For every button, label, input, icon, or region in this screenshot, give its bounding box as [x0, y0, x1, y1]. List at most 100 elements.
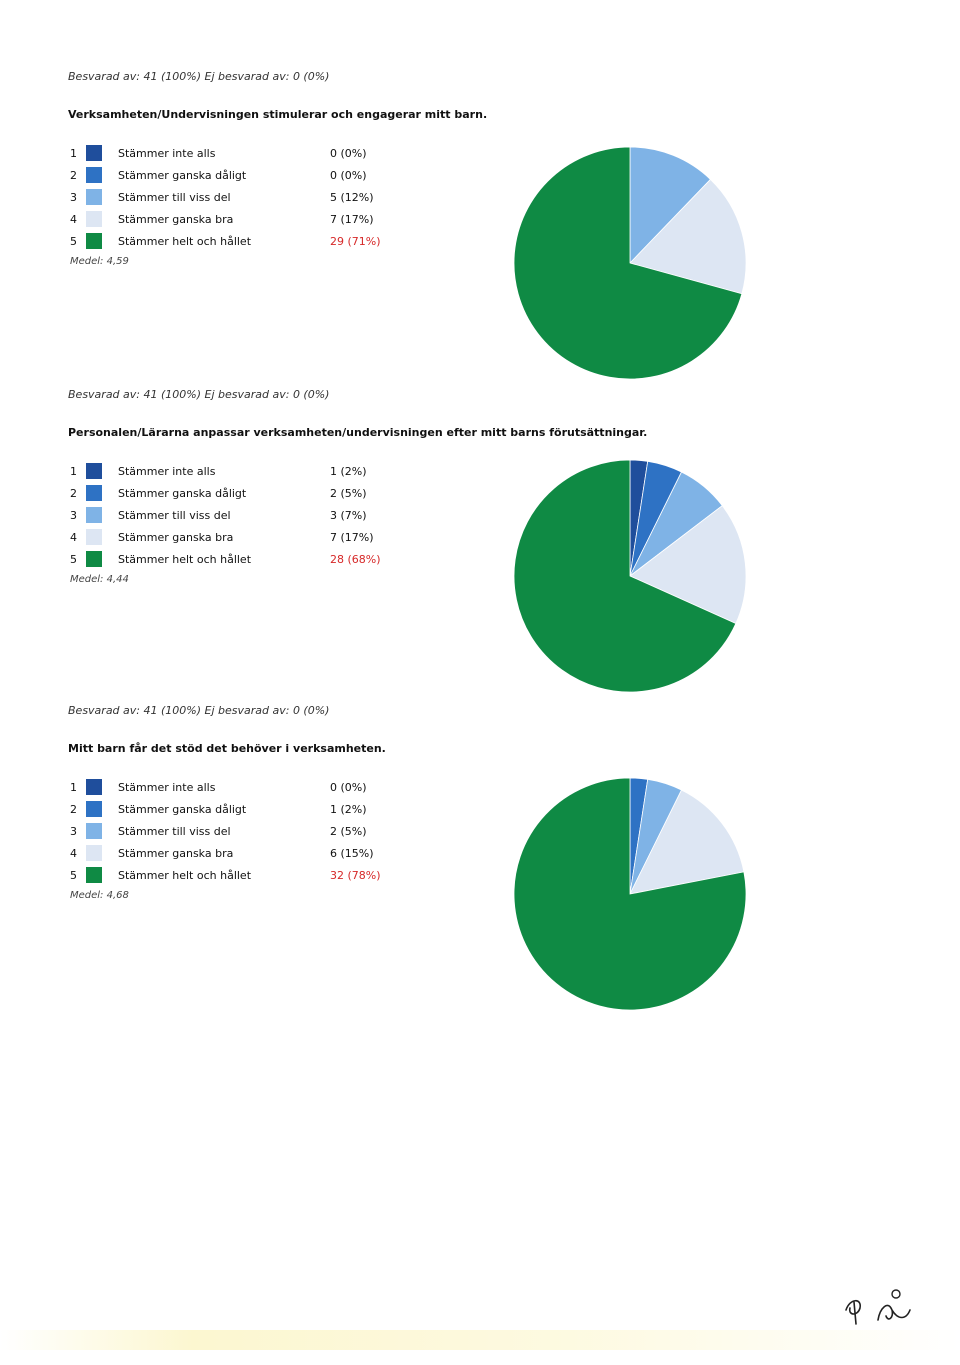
legend-number: 2	[70, 487, 77, 500]
legend-swatch	[86, 529, 102, 545]
legend-count: 7 (17%)	[330, 213, 374, 226]
legend-swatch	[86, 189, 102, 205]
legend-count: 2 (5%)	[330, 825, 367, 838]
legend-number: 4	[70, 213, 77, 226]
legend-label: Stämmer helt och hållet	[118, 235, 252, 248]
legend-swatch	[86, 823, 102, 839]
pie-slice-5	[513, 459, 737, 693]
legend-count: 32 (78%)	[330, 869, 381, 882]
legend-label: Stämmer till viss del	[118, 825, 231, 838]
legend-count: 0 (0%)	[330, 147, 367, 160]
legend-item: 5 Stämmer helt och hållet 28 (68%)	[70, 550, 430, 572]
legend-count: 1 (2%)	[330, 465, 367, 478]
legend-count: 1 (2%)	[330, 803, 367, 816]
legend-label: Stämmer inte alls	[118, 781, 216, 794]
legend-number: 3	[70, 191, 77, 204]
legend-swatch	[86, 167, 102, 183]
legend-count: 0 (0%)	[330, 781, 367, 794]
legend-item: 2 Stämmer ganska dåligt 1 (2%)	[70, 800, 430, 822]
legend-number: 5	[70, 869, 77, 882]
legend-number: 3	[70, 509, 77, 522]
pie-legend: 1 Stämmer inte alls 0 (0%) 2 Stämmer gan…	[70, 144, 430, 254]
mean-value: Medel: 4,59	[70, 256, 129, 267]
legend-item: 1 Stämmer inte alls 1 (2%)	[70, 462, 430, 484]
legend-number: 1	[70, 781, 77, 794]
scan-artifact-strip	[0, 1330, 960, 1350]
legend-count: 0 (0%)	[330, 169, 367, 182]
legend-number: 5	[70, 553, 77, 566]
legend-number: 5	[70, 235, 77, 248]
question-title: Mitt barn får det stöd det behöver i ver…	[68, 742, 386, 755]
mean-value: Medel: 4,44	[70, 574, 129, 585]
legend-label: Stämmer ganska dåligt	[118, 487, 247, 500]
legend-item: 2 Stämmer ganska dåligt 0 (0%)	[70, 166, 430, 188]
legend-label: Stämmer helt och hållet	[118, 553, 252, 566]
legend-number: 1	[70, 465, 77, 478]
answered-count: Besvarad av: 41 (100%) Ej besvarad av: 0…	[68, 70, 330, 83]
legend-item: 4 Stämmer ganska bra 6 (15%)	[70, 844, 430, 866]
legend-swatch	[86, 867, 102, 883]
legend-label: Stämmer till viss del	[118, 191, 231, 204]
question-title: Verksamheten/Undervisningen stimulerar o…	[68, 108, 488, 121]
legend-number: 3	[70, 825, 77, 838]
legend-item: 1 Stämmer inte alls 0 (0%)	[70, 144, 430, 166]
legend-label: Stämmer ganska bra	[118, 847, 234, 860]
survey-section-3: Besvarad av: 41 (100%) Ej besvarad av: 0…	[0, 704, 960, 1024]
legend-swatch	[86, 233, 102, 249]
legend-item: 3 Stämmer till viss del 2 (5%)	[70, 822, 430, 844]
legend-label: Stämmer inte alls	[118, 465, 216, 478]
legend-label: Stämmer inte alls	[118, 147, 216, 160]
legend-label: Stämmer ganska bra	[118, 531, 234, 544]
legend-number: 2	[70, 803, 77, 816]
legend-swatch	[86, 551, 102, 567]
legend-item: 5 Stämmer helt och hållet 32 (78%)	[70, 866, 430, 888]
legend-item: 3 Stämmer till viss del 3 (7%)	[70, 506, 430, 528]
legend-item: 4 Stämmer ganska bra 7 (17%)	[70, 528, 430, 550]
pie-slice-4	[629, 505, 747, 624]
legend-count: 2 (5%)	[330, 487, 367, 500]
legend-number: 1	[70, 147, 77, 160]
legend-count: 29 (71%)	[330, 235, 381, 248]
legend-swatch	[86, 779, 102, 795]
legend-count: 28 (68%)	[330, 553, 381, 566]
survey-section-2: Besvarad av: 41 (100%) Ej besvarad av: 0…	[0, 388, 960, 708]
legend-item: 4 Stämmer ganska bra 7 (17%)	[70, 210, 430, 232]
pie-slice-5	[513, 777, 747, 1011]
answered-count: Besvarad av: 41 (100%) Ej besvarad av: 0…	[68, 388, 330, 401]
legend-count: 3 (7%)	[330, 509, 367, 522]
legend-swatch	[86, 845, 102, 861]
legend-number: 2	[70, 169, 77, 182]
legend-label: Stämmer ganska bra	[118, 213, 234, 226]
handwritten-signature	[845, 1289, 911, 1325]
question-title: Personalen/Lärarna anpassar verksamheten…	[68, 426, 648, 439]
pie-slice-3	[629, 146, 712, 264]
pie-slice-5	[513, 146, 743, 380]
legend-item: 5 Stämmer helt och hållet 29 (71%)	[70, 232, 430, 254]
legend-label: Stämmer ganska dåligt	[118, 803, 247, 816]
legend-swatch	[86, 485, 102, 501]
legend-number: 4	[70, 531, 77, 544]
legend-item: 3 Stämmer till viss del 5 (12%)	[70, 188, 430, 210]
legend-count: 5 (12%)	[330, 191, 374, 204]
pie-chart	[513, 459, 747, 693]
legend-swatch	[86, 463, 102, 479]
legend-swatch	[86, 145, 102, 161]
legend-swatch	[86, 211, 102, 227]
legend-swatch	[86, 507, 102, 523]
pie-legend: 1 Stämmer inte alls 0 (0%) 2 Stämmer gan…	[70, 778, 430, 888]
legend-item: 1 Stämmer inte alls 0 (0%)	[70, 778, 430, 800]
legend-number: 4	[70, 847, 77, 860]
legend-swatch	[86, 801, 102, 817]
pie-slice-4	[629, 178, 747, 295]
legend-label: Stämmer till viss del	[118, 509, 231, 522]
answered-count: Besvarad av: 41 (100%) Ej besvarad av: 0…	[68, 704, 330, 717]
legend-item: 2 Stämmer ganska dåligt 2 (5%)	[70, 484, 430, 506]
mean-value: Medel: 4,68	[70, 890, 129, 901]
legend-label: Stämmer ganska dåligt	[118, 169, 247, 182]
survey-section-1: Besvarad av: 41 (100%) Ej besvarad av: 0…	[0, 70, 960, 390]
pie-slice-4	[629, 789, 745, 895]
legend-count: 6 (15%)	[330, 847, 374, 860]
pie-chart	[513, 777, 747, 1011]
pie-chart	[513, 146, 747, 380]
legend-count: 7 (17%)	[330, 531, 374, 544]
